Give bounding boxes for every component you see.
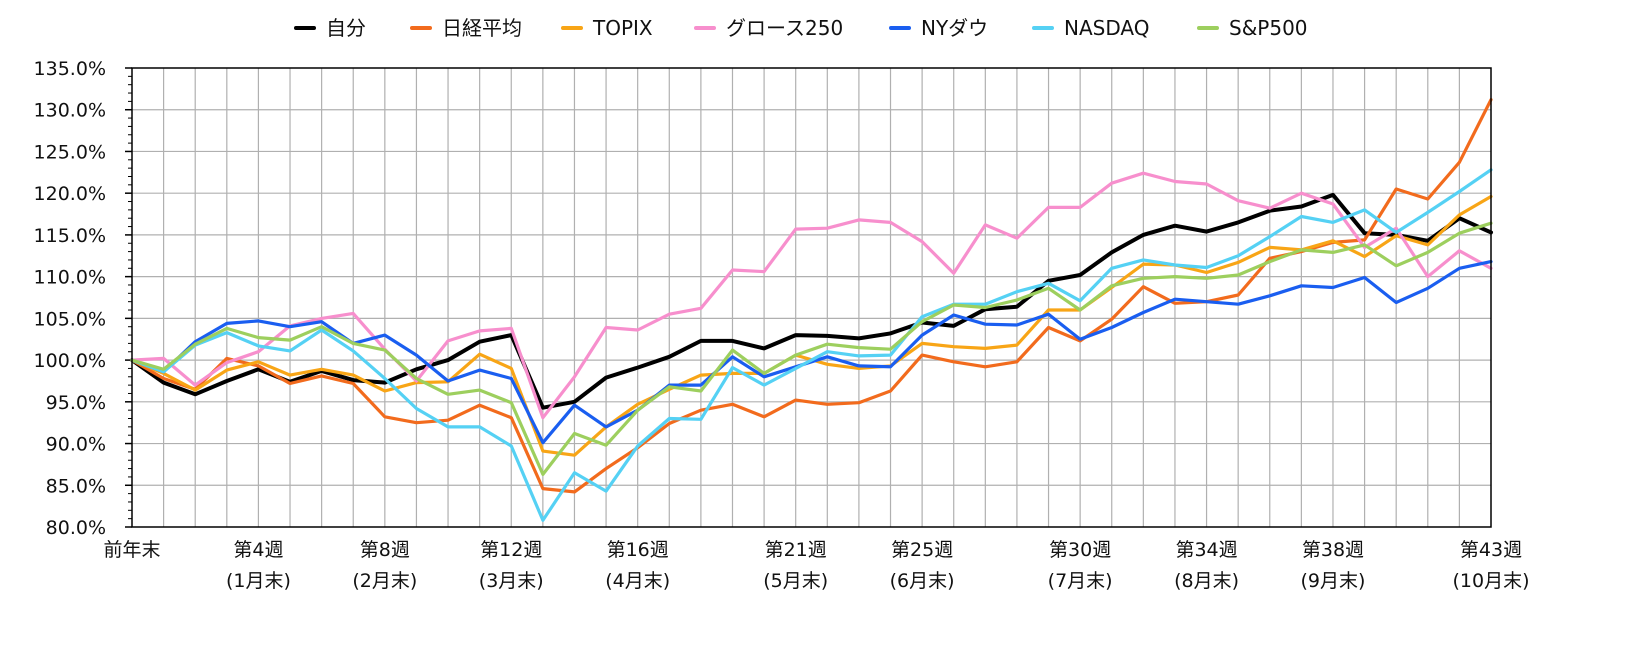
plot-frame bbox=[131, 67, 1492, 528]
legend-item: 日経平均 bbox=[410, 16, 522, 40]
x-tick-sublabel: (3月末) bbox=[479, 570, 544, 592]
x-tick-sublabel: (9月末) bbox=[1301, 570, 1366, 592]
x-tick-label: 第38週 bbox=[1302, 539, 1364, 561]
y-tick-label: 95.0% bbox=[46, 392, 106, 414]
legend-item: NASDAQ bbox=[1032, 16, 1149, 40]
y-tick-label: 100.0% bbox=[34, 350, 106, 372]
y-axis: 80.0% 85.0% 90.0% 95.0% 100.0% 105.0% 110.0% 11… bbox=[34, 58, 132, 539]
series-line bbox=[130, 221, 1493, 476]
x-tick-sublabel: (2月末) bbox=[352, 570, 417, 592]
x-tick-sublabel: (5月末) bbox=[763, 570, 828, 592]
y-tick-label: 105.0% bbox=[34, 308, 106, 330]
x-tick-label: 第8週 bbox=[360, 539, 410, 561]
legend: 自分 日経平均 TOPIX グロース250 NYダウ NASDAQ S&P500 bbox=[294, 16, 1308, 40]
y-tick-label: 130.0% bbox=[34, 100, 106, 122]
y-tick-label: 115.0% bbox=[34, 225, 106, 247]
x-tick-label: 第16週 bbox=[607, 539, 669, 561]
legend-label: S&P500 bbox=[1229, 16, 1308, 40]
y-tick-label: 90.0% bbox=[46, 434, 106, 456]
legend-item: NYダウ bbox=[889, 16, 988, 40]
x-tick-label: 第34週 bbox=[1175, 539, 1237, 561]
x-tick-sublabel: (1月末) bbox=[226, 570, 291, 592]
legend-label: グロース250 bbox=[726, 16, 843, 40]
x-tick-sublabel: (10月末) bbox=[1452, 570, 1529, 592]
legend-item: グロース250 bbox=[694, 16, 843, 40]
x-tick-sublabel: (7月末) bbox=[1048, 570, 1113, 592]
legend-label: 自分 bbox=[326, 16, 366, 40]
y-tick-label: 120.0% bbox=[34, 183, 106, 205]
y-tick-label: 125.0% bbox=[34, 141, 106, 163]
y-tick-label: 80.0% bbox=[46, 517, 106, 539]
x-tick-label: 第12週 bbox=[480, 539, 542, 561]
legend-label: NYダウ bbox=[921, 16, 988, 40]
legend-item: 自分 bbox=[294, 16, 366, 40]
x-tick-label: 前年末 bbox=[103, 539, 160, 561]
x-tick-sublabel: (8月末) bbox=[1174, 570, 1239, 592]
x-tick-label: 第4週 bbox=[233, 539, 283, 561]
x-tick-sublabel: (6月末) bbox=[890, 570, 955, 592]
x-tick-label: 第30週 bbox=[1049, 539, 1111, 561]
x-axis: 前年末 第4週 (1月末) 第8週 (2月末) 第12週 (3月末) 第16週 (4月末) 第21… bbox=[103, 539, 1529, 592]
y-tick-label: 135.0% bbox=[34, 58, 106, 80]
x-tick-label: 第21週 bbox=[765, 539, 827, 561]
x-tick-sublabel: (4月末) bbox=[605, 570, 670, 592]
y-tick-label: 85.0% bbox=[46, 475, 106, 497]
legend-item: TOPIX bbox=[561, 16, 653, 40]
legend-item: S&P500 bbox=[1197, 16, 1308, 40]
gridlines bbox=[132, 68, 1491, 527]
series-line bbox=[130, 171, 1493, 420]
y-tick-label: 110.0% bbox=[34, 267, 106, 289]
series-line bbox=[130, 168, 1493, 522]
legend-label: TOPIX bbox=[592, 16, 653, 40]
legend-label: 日経平均 bbox=[442, 16, 522, 40]
x-tick-label: 第25週 bbox=[891, 539, 953, 561]
series-lines bbox=[130, 98, 1493, 522]
series-line bbox=[130, 192, 1493, 410]
x-tick-label: 第43週 bbox=[1460, 539, 1522, 561]
series-line bbox=[130, 260, 1493, 445]
legend-label: NASDAQ bbox=[1064, 16, 1149, 40]
series-line bbox=[130, 98, 1493, 494]
